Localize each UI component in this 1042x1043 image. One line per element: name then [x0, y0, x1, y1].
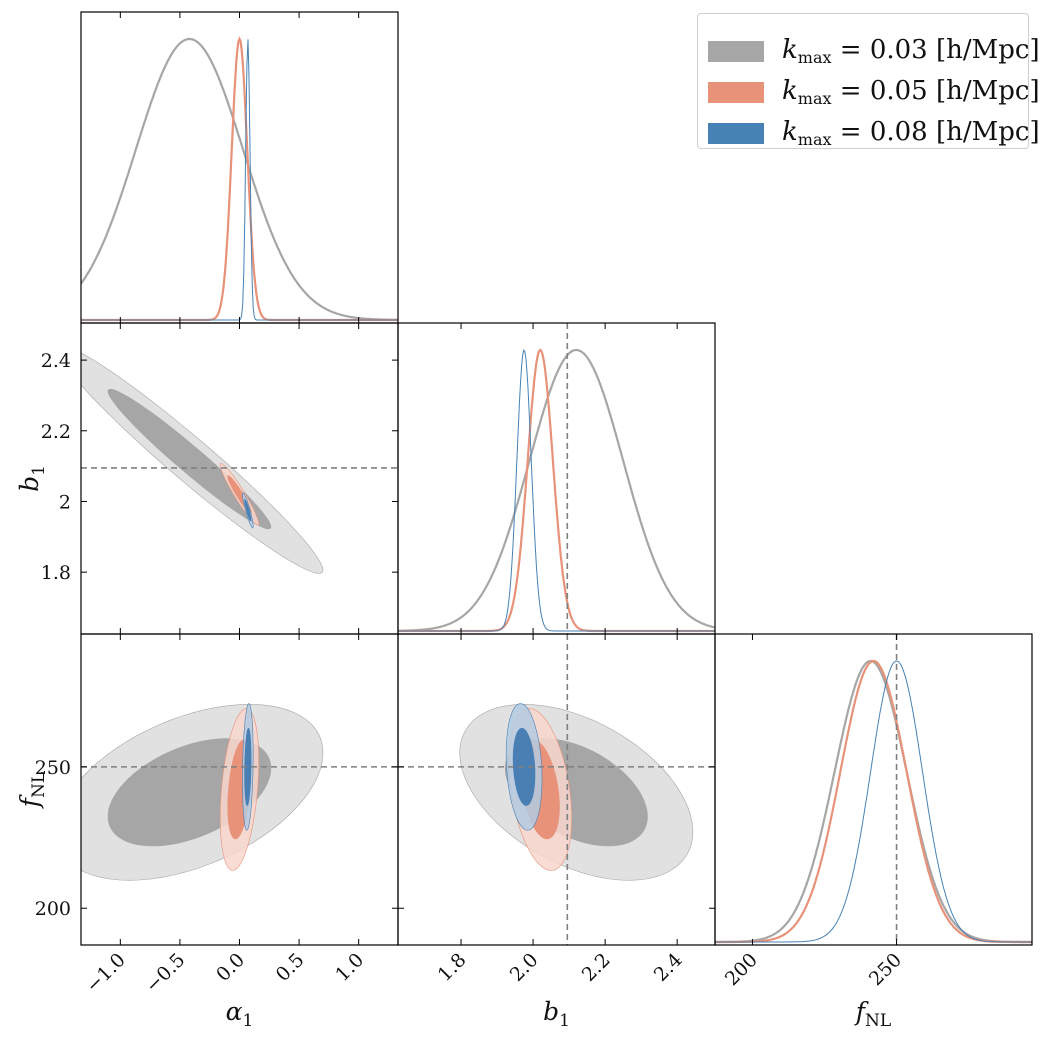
y-tick-label: 2.2 — [41, 421, 71, 443]
legend-label: kmax = 0.05 [h/Mpc] — [782, 76, 1040, 108]
x-tick-label: 0.0 — [212, 949, 249, 986]
contour-panel-21 — [459, 703, 694, 881]
x-axis-label: α1 — [226, 997, 254, 1031]
marginal-panel-0 — [81, 36, 398, 322]
y-axis-label-subscript: 1 — [29, 465, 49, 476]
contour-panel-10 — [81, 352, 324, 574]
contour-68-series-2 — [244, 499, 252, 522]
x-tick-label: 250 — [865, 949, 906, 990]
panel-frame — [714, 633, 1033, 946]
marginal-curve-series-2 — [398, 349, 715, 632]
y-axis-label: fNL — [15, 772, 49, 809]
y-tick-label: 2 — [59, 491, 71, 513]
marginal-curve-series-0 — [81, 37, 398, 321]
marginal-curve-series-1 — [81, 36, 398, 322]
x-tick-label: 1.8 — [434, 949, 471, 986]
legend-swatch — [708, 122, 764, 144]
x-axis-label: b1 — [543, 997, 570, 1031]
y-axis-label-symbol: f — [15, 794, 44, 809]
marginal-panel-1 — [398, 348, 715, 633]
x-axis-label-symbol: b — [543, 997, 559, 1026]
marginal-curve-series-1 — [715, 659, 1032, 944]
y-tick-label: 1.8 — [41, 562, 71, 584]
y-axis-label-symbol: b — [15, 476, 44, 492]
x-tick-label: 2.2 — [578, 949, 615, 986]
legend-entry: kmax = 0.03 [h/Mpc] — [708, 35, 1040, 67]
marginal-curve-series-0 — [398, 348, 715, 632]
y-tick-label: 2.4 — [41, 350, 71, 372]
x-tick-label: −1.0 — [82, 949, 130, 997]
legend-label: kmax = 0.08 [h/Mpc] — [782, 117, 1040, 149]
y-axis-label: b1 — [15, 465, 49, 492]
contour-68-series-0 — [107, 389, 272, 530]
contour-68-series-2 — [244, 727, 252, 806]
marginal-curve-series-0 — [715, 659, 1032, 944]
panel-frame — [80, 11, 399, 324]
legend-swatch — [708, 81, 764, 103]
x-tick-label: 2.4 — [650, 949, 687, 986]
x-axis-label-subscript: 1 — [243, 1011, 254, 1031]
legend-entry: kmax = 0.05 [h/Mpc] — [708, 76, 1040, 108]
truth-lines-21 — [398, 634, 715, 945]
y-tick-label: 200 — [35, 898, 71, 920]
legend-swatch — [708, 40, 764, 62]
marginal-panel-2 — [715, 659, 1032, 944]
x-tick-label: 200 — [721, 949, 762, 990]
x-tick-label: 2.0 — [506, 949, 543, 986]
x-tick-label: 1.0 — [331, 949, 368, 986]
x-tick-label: 0.5 — [272, 949, 309, 986]
x-axis-label-subscript: NL — [865, 1011, 891, 1031]
contour-68-series-2 — [512, 727, 536, 806]
x-axis-label-subscript: 1 — [559, 1011, 570, 1031]
legend-entry: kmax = 0.08 [h/Mpc] — [708, 117, 1040, 149]
x-axis-label: fNL — [854, 997, 891, 1031]
legend: kmax = 0.03 [h/Mpc] kmax = 0.05 [h/Mpc] … — [697, 13, 1040, 149]
marginal-curve-series-2 — [715, 660, 1032, 943]
contour-panel-20 — [81, 703, 324, 881]
x-tick-label: −0.5 — [141, 949, 189, 997]
y-axis-label-subscript: NL — [29, 772, 49, 798]
x-axis-label-symbol: f — [854, 997, 869, 1026]
y-tick-label: 250 — [35, 757, 71, 779]
x-axis-label-symbol: α — [226, 997, 243, 1026]
marginal-curve-series-2 — [81, 39, 398, 321]
legend-label: kmax = 0.03 [h/Mpc] — [782, 35, 1040, 67]
